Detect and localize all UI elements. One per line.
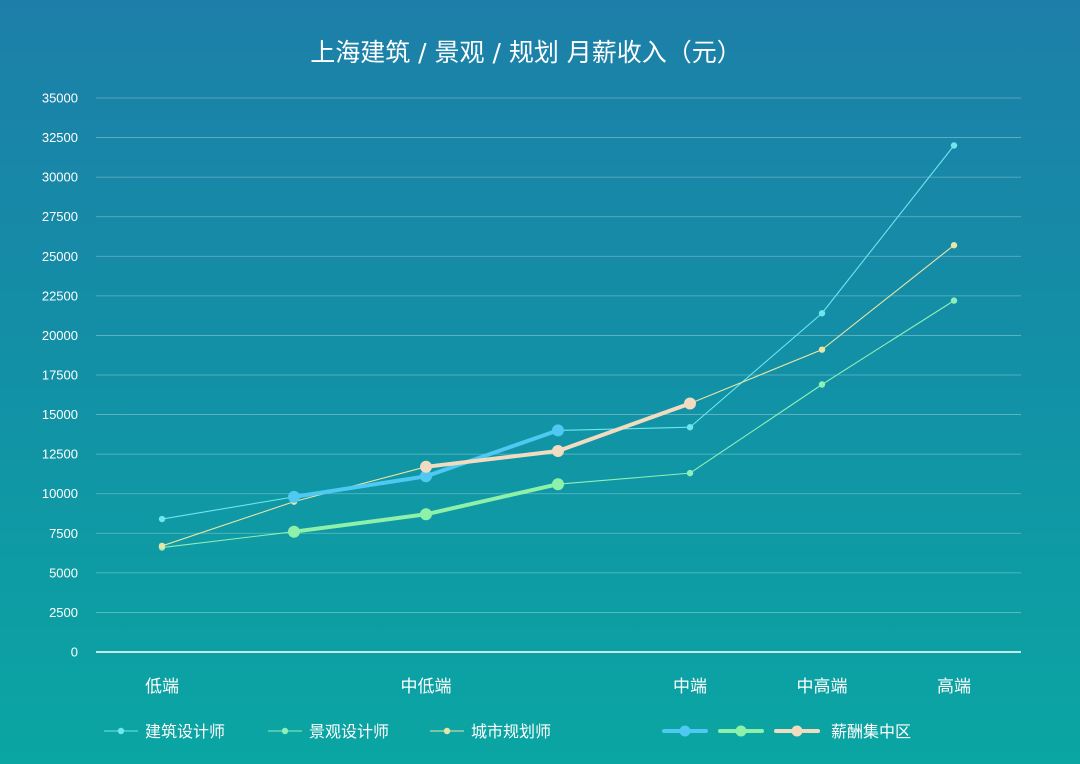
series-point xyxy=(950,297,958,304)
series-1 xyxy=(158,142,958,523)
series-line xyxy=(161,145,955,520)
series-point xyxy=(818,381,826,388)
legend-item: 景观设计师 xyxy=(268,722,389,741)
legend-label: 建筑设计师 xyxy=(145,722,225,741)
legend-marker xyxy=(791,725,803,737)
y-tick-label: 12500 xyxy=(42,447,78,462)
highlight-point xyxy=(420,470,432,483)
legend-label: 景观设计师 xyxy=(309,722,389,741)
y-tick-label: 27500 xyxy=(42,209,78,224)
legend-item: 薪酬集中区 xyxy=(774,722,911,741)
chart-title: 上海建筑 / 景观 / 规划 月薪收入（元） xyxy=(310,38,742,67)
series-point xyxy=(158,515,166,523)
x-tick-label: 中端 xyxy=(673,677,707,697)
legend-item: 建筑设计师 xyxy=(104,722,225,741)
legend: 建筑设计师 景观设计师 城市规划师 薪酬集中区 xyxy=(104,722,911,741)
y-tick-label: 10000 xyxy=(42,486,78,501)
x-tick-label: 高端 xyxy=(937,677,971,697)
series-point xyxy=(950,242,958,249)
highlight-lines xyxy=(288,397,696,538)
x-tick-label: 低端 xyxy=(145,677,179,697)
y-tick-label: 32500 xyxy=(42,130,78,145)
y-tick-label: 17500 xyxy=(42,368,78,383)
y-tick-label: 25000 xyxy=(42,249,78,264)
series-3 xyxy=(158,242,958,550)
series-point xyxy=(158,542,166,550)
series-line xyxy=(161,300,955,549)
highlight-2 xyxy=(288,478,564,538)
series-point xyxy=(686,469,694,477)
highlight-point xyxy=(552,444,564,457)
series-point xyxy=(686,424,694,431)
legend-item xyxy=(718,725,764,737)
y-tick-label: 2500 xyxy=(49,605,78,620)
highlight-point xyxy=(552,478,564,491)
series-line xyxy=(161,244,955,547)
y-tick-label: 35000 xyxy=(42,91,78,106)
legend-marker xyxy=(117,727,125,735)
y-tick-label: 20000 xyxy=(42,328,78,343)
y-tick-label: 30000 xyxy=(42,170,78,185)
x-axis-ticks: 低端 中低端 中端 中高端 高端 xyxy=(145,677,971,697)
highlight-1 xyxy=(288,424,564,503)
legend-marker xyxy=(679,725,691,737)
y-tick-label: 22500 xyxy=(42,288,78,303)
y-tick-label: 0 xyxy=(71,645,78,660)
series-point xyxy=(818,346,826,353)
highlight-point xyxy=(420,508,432,521)
legend-label: 薪酬集中区 xyxy=(831,722,911,741)
legend-item xyxy=(662,725,708,737)
y-tick-label: 5000 xyxy=(49,565,78,580)
highlight-point xyxy=(420,460,432,473)
highlight-point xyxy=(684,397,696,410)
y-tick-label: 15000 xyxy=(42,407,78,422)
legend-label: 城市规划师 xyxy=(471,722,551,741)
series-point xyxy=(950,142,958,149)
y-axis-ticks: 0 2500 5000 7500 10000 12500 15000 17500 20000 22… xyxy=(42,91,78,660)
legend-item: 城市规划师 xyxy=(430,722,551,741)
highlight-point xyxy=(288,525,300,538)
highlight-3 xyxy=(420,397,696,473)
legend-marker xyxy=(443,727,451,735)
highlight-point xyxy=(288,490,300,503)
highlight-point xyxy=(552,424,564,437)
y-tick-label: 7500 xyxy=(49,526,78,541)
series-point xyxy=(818,310,826,317)
grid-lines xyxy=(96,97,1021,613)
x-tick-label: 中低端 xyxy=(401,677,452,697)
x-tick-label: 中高端 xyxy=(797,677,848,697)
legend-marker xyxy=(735,725,747,737)
legend-marker xyxy=(281,727,289,735)
